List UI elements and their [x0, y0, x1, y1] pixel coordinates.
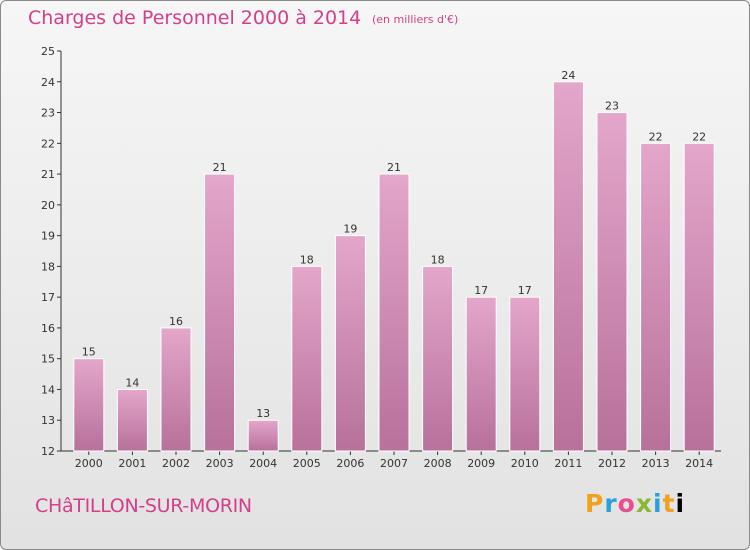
bar-2006 [334, 235, 366, 452]
bar-value-label: 24 [561, 69, 575, 82]
bar-value-label: 23 [605, 100, 619, 113]
bar-2000 [73, 358, 105, 452]
x-tick-label: 2013 [642, 457, 670, 470]
bar-2007 [378, 173, 410, 452]
bar-value-label: 17 [518, 284, 532, 297]
y-tick-label: 16 [41, 322, 55, 335]
y-tick-label: 22 [41, 137, 55, 150]
x-tick-label: 2007 [380, 457, 408, 470]
bar-value-label: 16 [169, 315, 183, 328]
x-tick-label: 2000 [75, 457, 103, 470]
x-tick-label: 2003 [206, 457, 234, 470]
x-tick-label: 2008 [424, 457, 452, 470]
commune-name: CHâTILLON-SUR-MORIN [35, 495, 252, 517]
x-tick-label: 2010 [511, 457, 539, 470]
bar-2002 [160, 327, 192, 452]
bar-value-label: 22 [692, 130, 706, 143]
bar-value-label: 13 [256, 407, 270, 420]
y-tick-label: 13 [41, 414, 55, 427]
y-tick-label: 21 [41, 168, 55, 181]
bar-value-label: 19 [343, 223, 357, 236]
x-tick-label: 2012 [598, 457, 626, 470]
y-tick-label: 25 [41, 45, 55, 58]
y-tick-label: 23 [41, 107, 55, 120]
bar-2009 [465, 296, 497, 452]
bar-value-label: 22 [649, 130, 663, 143]
chart-title: Charges de Personnel 2000 à 2014 [28, 7, 362, 29]
bar-2013 [640, 142, 672, 452]
bar-2010 [509, 296, 541, 452]
chart-subtitle: (en milliers d'€) [372, 13, 459, 26]
bar-2004 [247, 419, 279, 452]
bar-2014 [683, 142, 715, 452]
bar-2001 [116, 388, 148, 452]
bar-value-label: 21 [213, 161, 227, 174]
x-tick-label: 2009 [467, 457, 495, 470]
y-tick-label: 24 [41, 76, 55, 89]
x-tick-label: 2005 [293, 457, 321, 470]
bar-value-label: 17 [474, 284, 488, 297]
y-tick-label: 15 [41, 353, 55, 366]
bar-2003 [204, 173, 236, 452]
bar-value-label: 21 [387, 161, 401, 174]
y-tick-label: 20 [41, 199, 55, 212]
bar-2012 [596, 112, 628, 452]
bar-2011 [552, 81, 584, 452]
bar-value-label: 14 [125, 376, 139, 389]
bar-2008 [422, 265, 454, 452]
bar-value-label: 18 [300, 253, 314, 266]
proxiti-logo: Proxiti [585, 489, 686, 518]
y-tick-label: 18 [41, 260, 55, 273]
x-tick-label: 2006 [336, 457, 364, 470]
x-tick-label: 2004 [249, 457, 277, 470]
bar-2005 [291, 265, 323, 452]
x-tick-label: 2001 [118, 457, 146, 470]
x-tick-label: 2011 [554, 457, 582, 470]
y-tick-label: 19 [41, 230, 55, 243]
bar-value-label: 15 [82, 346, 96, 359]
y-tick-label: 12 [41, 445, 55, 458]
bar-value-label: 18 [431, 253, 445, 266]
y-tick-label: 14 [41, 383, 55, 396]
y-tick-label: 17 [41, 291, 55, 304]
x-tick-label: 2014 [685, 457, 713, 470]
x-tick-label: 2002 [162, 457, 190, 470]
